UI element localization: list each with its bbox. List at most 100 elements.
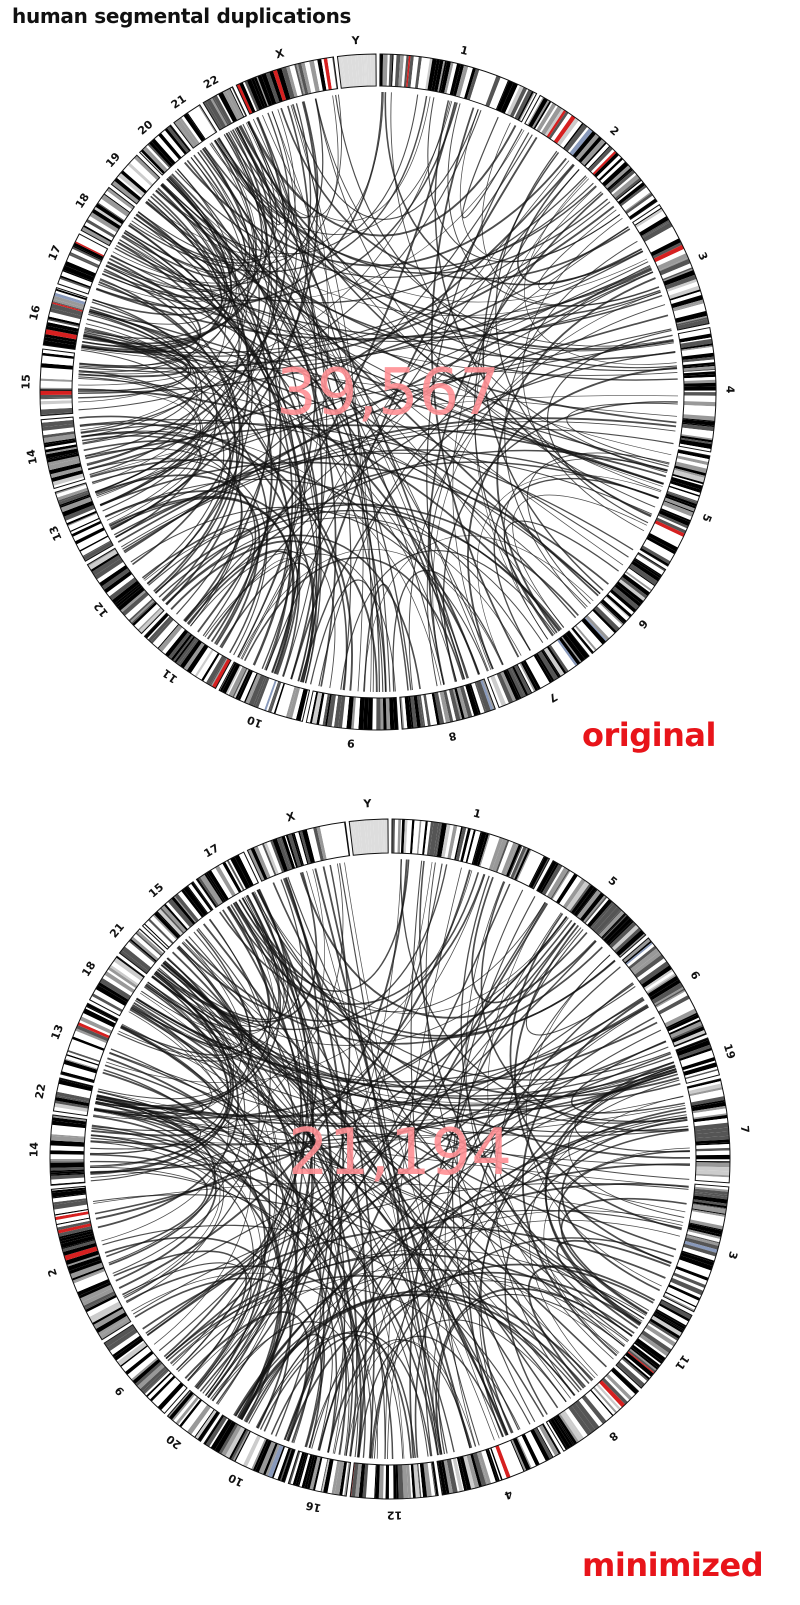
chromosome-outline (40, 416, 86, 490)
duplication-link (248, 1070, 678, 1424)
chromosome-band (683, 1062, 718, 1076)
chromosome-label: 22 (33, 1083, 49, 1101)
chromosome-band (129, 599, 155, 623)
chromosome-band (41, 355, 74, 362)
chromosome-band (419, 1463, 428, 1498)
chromosome-band (597, 909, 622, 936)
chromosome-band (681, 1057, 716, 1071)
chromosome-band (626, 195, 656, 217)
chromosome-band (641, 219, 670, 238)
chromosome-band (666, 491, 698, 505)
chromosome-band (375, 1464, 380, 1499)
chromosome-band (354, 54, 360, 87)
chromosome-band (542, 1423, 561, 1455)
chromosome-band (481, 73, 496, 106)
chromosome-band (658, 509, 690, 527)
chromosome-band (271, 1445, 286, 1479)
chromosome-band (81, 1014, 113, 1031)
chromosome-band (96, 561, 126, 584)
duplication-link (183, 271, 654, 622)
chromosome-band (657, 513, 689, 529)
chromosome-outline (103, 1324, 188, 1415)
chromosome-band (694, 1127, 729, 1135)
chromosome-band (99, 1318, 131, 1340)
chromosome-band (63, 504, 96, 521)
chromosome-band (669, 483, 701, 496)
chromosome-band (117, 1341, 148, 1366)
chromosome-band (635, 208, 664, 228)
chromosome-band (527, 97, 545, 126)
chromosome-band (478, 1451, 492, 1485)
chromosome-band (608, 170, 636, 194)
chromosome-band (575, 133, 600, 161)
chromosome-band (397, 819, 402, 854)
duplication-link (170, 540, 378, 693)
chromosome-band (342, 1461, 349, 1496)
duplication-link (94, 929, 252, 1114)
chromosome-band (63, 1059, 98, 1074)
chromosome-band (683, 376, 716, 381)
chromosome-band (563, 122, 584, 150)
chromosome-band (455, 65, 469, 98)
chromosome-band (267, 1444, 284, 1478)
chromosome-band (423, 1462, 432, 1497)
chromosome-band (489, 77, 503, 108)
chromosome-outline (110, 154, 161, 205)
chromosome-band (679, 337, 712, 344)
duplication-link (280, 107, 631, 280)
chromosome-band (659, 258, 691, 276)
duplication-link (471, 876, 588, 1004)
duplication-count: 21,194 (288, 1116, 512, 1190)
chromosome-band (171, 896, 196, 925)
chromosome-band (695, 1154, 730, 1160)
chromosome-band (122, 168, 149, 192)
chromosome-band (402, 1464, 409, 1499)
duplication-link (291, 104, 479, 220)
duplication-link (78, 152, 250, 403)
chromosome-band (507, 667, 525, 699)
chromosome-band (581, 1394, 607, 1425)
chromosome-band (674, 1268, 708, 1284)
duplication-link (340, 550, 556, 690)
chromosome-band (250, 847, 268, 880)
chromosome-band (64, 260, 96, 278)
duplication-link (99, 278, 236, 585)
chromosome-band (104, 971, 135, 994)
duplication-link (90, 1137, 366, 1458)
chromosome-band (69, 517, 100, 533)
chromosome-band (672, 1275, 705, 1291)
chromosome-band (695, 1159, 730, 1162)
duplication-link (456, 889, 536, 1422)
chromosome-band (470, 1453, 482, 1488)
chromosome-band (687, 1080, 722, 1091)
chromosome-band (541, 863, 563, 896)
chromosome-band (123, 1349, 152, 1372)
chromosome-band (73, 1270, 106, 1284)
chromosome-band (49, 307, 82, 320)
chromosome-band (644, 970, 675, 992)
chromosome-band (514, 848, 531, 881)
chromosome-band (87, 215, 117, 236)
duplication-link (99, 188, 240, 506)
chromosome-band (455, 826, 467, 861)
chromosome-band (666, 278, 698, 292)
chromosome-4: 4 (677, 326, 737, 453)
chromosome-band (649, 529, 681, 548)
chromosome-band (564, 123, 588, 152)
chromosome-band (463, 685, 475, 717)
chromosome-band (447, 825, 458, 860)
chromosome-band (554, 640, 576, 668)
duplication-link (318, 271, 654, 687)
chromosome-band (674, 465, 707, 476)
chromosome-band (198, 104, 217, 133)
chromosome-band (689, 1215, 725, 1227)
chromosome-band (614, 583, 642, 607)
chromosome-band (682, 414, 716, 421)
chromosome-band (45, 329, 78, 340)
chromosome-band (533, 1427, 553, 1460)
chromosome-band (664, 1008, 697, 1028)
chromosome-band (647, 1322, 678, 1343)
page-title: human segmental duplications (12, 4, 352, 28)
chromosome-band (333, 823, 342, 858)
chromosome-band (671, 1024, 704, 1040)
